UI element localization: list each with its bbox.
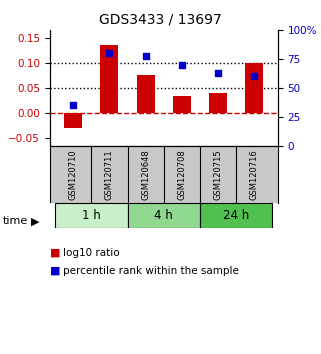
Bar: [55, 202, 127, 228]
Point: [71, 103, 76, 108]
Text: GDS3433 / 13697: GDS3433 / 13697: [99, 12, 222, 27]
Bar: [200, 202, 272, 228]
Point: [179, 62, 184, 68]
Text: GSM120716: GSM120716: [250, 149, 259, 200]
Bar: [245, 63, 263, 113]
Bar: [136, 75, 155, 113]
Point: [252, 74, 257, 79]
Text: GSM120648: GSM120648: [141, 149, 150, 200]
Text: percentile rank within the sample: percentile rank within the sample: [63, 266, 239, 276]
Text: GSM120711: GSM120711: [105, 149, 114, 200]
Bar: [173, 96, 191, 113]
Text: GSM120710: GSM120710: [69, 149, 78, 200]
Bar: [64, 113, 82, 128]
Text: GSM120715: GSM120715: [213, 149, 222, 200]
Text: 4 h: 4 h: [154, 209, 173, 222]
Text: 1 h: 1 h: [82, 209, 101, 222]
Text: ■: ■: [50, 266, 60, 276]
Text: time: time: [3, 216, 29, 226]
Text: GSM120708: GSM120708: [177, 149, 186, 200]
Text: ▶: ▶: [30, 216, 39, 226]
Bar: [127, 202, 200, 228]
Bar: [209, 93, 227, 113]
Text: ■: ■: [50, 248, 60, 258]
Text: 24 h: 24 h: [223, 209, 249, 222]
Text: log10 ratio: log10 ratio: [63, 248, 119, 258]
Point: [215, 70, 221, 76]
Point: [107, 50, 112, 56]
Bar: [100, 45, 118, 113]
Point: [143, 53, 148, 58]
